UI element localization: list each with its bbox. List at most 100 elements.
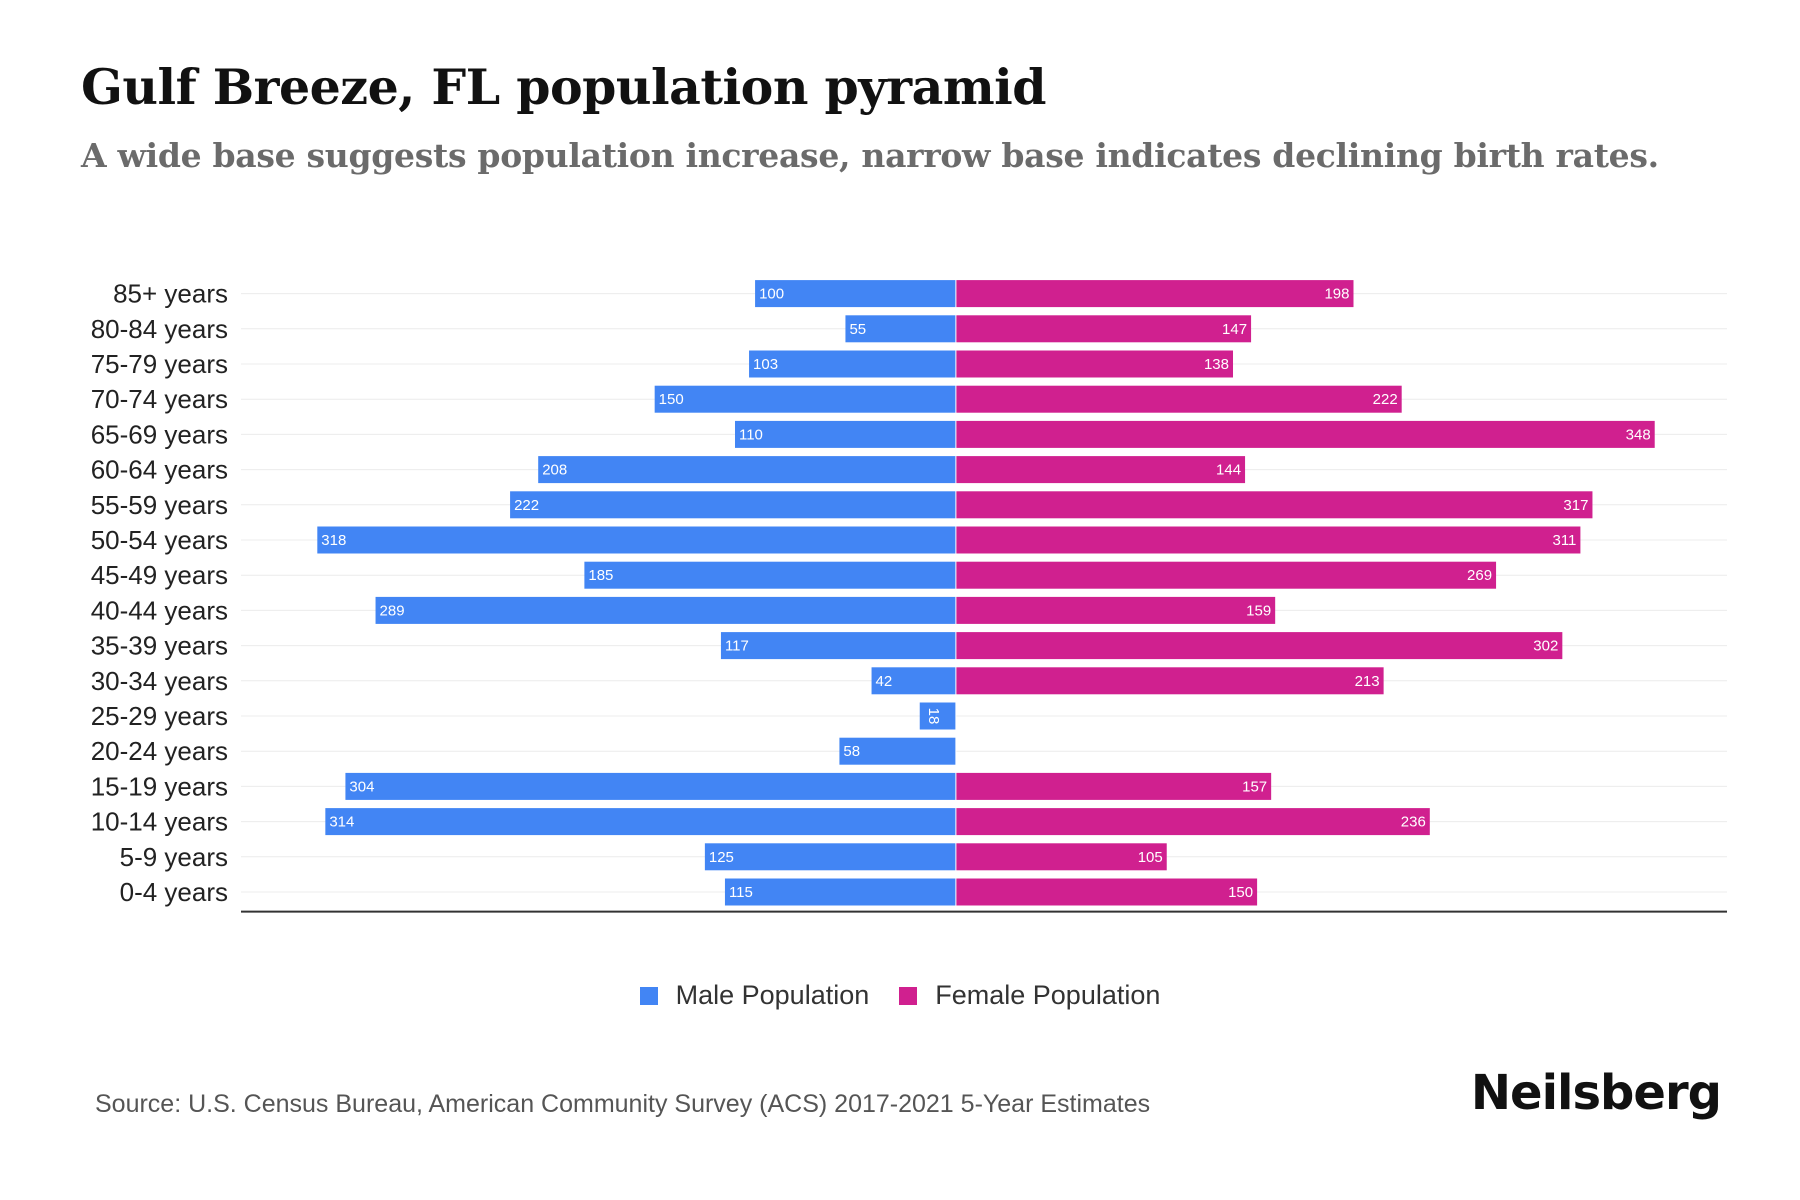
male-bar: [584, 561, 956, 589]
male-value-label: 117: [725, 638, 749, 655]
female-value-label: 138: [1204, 356, 1229, 373]
male-bar: [749, 350, 956, 378]
male-bar: [755, 280, 956, 308]
age-group-labels: 85+ years 80-84 years 75-79 years 70-74 yea…: [91, 279, 228, 907]
male-value-label: 304: [349, 778, 374, 795]
legend-item-male: Male Population: [639, 980, 870, 1011]
female-bar: [955, 491, 1593, 519]
age-group-label: 5-9 years: [120, 842, 228, 872]
male-bar: [919, 702, 956, 730]
source-note: Source: U.S. Census Bureau, American Com…: [95, 1090, 1151, 1118]
age-group-label: 75-79 years: [91, 349, 228, 379]
female-bar: [955, 315, 1252, 343]
female-bar: [955, 561, 1497, 589]
male-bar: [839, 737, 956, 765]
female-bar: [955, 772, 1272, 800]
female-bar: [955, 385, 1402, 413]
age-group-label: 60-64 years: [91, 455, 228, 485]
male-value-label: 58: [843, 743, 860, 760]
chart-subtitle: A wide base suggests population increase…: [81, 136, 1659, 175]
female-bar: [955, 667, 1384, 695]
female-bar: [955, 843, 1167, 871]
female-value-label: 222: [1373, 391, 1398, 408]
age-group-label: 35-39 years: [91, 631, 228, 661]
male-value-label: 289: [380, 602, 405, 619]
male-bar: [345, 772, 956, 800]
male-bar: [317, 526, 956, 554]
female-swatch-icon: [899, 986, 918, 1005]
population-pyramid-chart: 85+ years 80-84 years 75-79 years 70-74 yea…: [90, 276, 1727, 913]
age-group-label: 30-34 years: [91, 666, 228, 696]
age-group-label: 10-14 years: [91, 807, 228, 837]
female-bar: [955, 350, 1234, 378]
female-bar: [955, 808, 1430, 836]
male-value-label: 208: [542, 462, 567, 479]
female-bar: [955, 456, 1246, 484]
male-bar: [720, 632, 956, 660]
female-bar: [955, 632, 1563, 660]
male-bar: [375, 596, 956, 624]
grid-lines: [241, 293, 1727, 893]
female-value-label: 150: [1228, 884, 1253, 901]
male-value-label: 55: [849, 321, 866, 338]
male-swatch-icon: [639, 986, 658, 1005]
age-group-label: 65-69 years: [91, 419, 228, 449]
age-group-label: 20-24 years: [91, 736, 228, 766]
female-value-label: 144: [1216, 462, 1241, 479]
male-value-label: 115: [729, 884, 753, 901]
male-bar: [704, 843, 956, 871]
male-value-label: 110: [739, 426, 763, 443]
age-group-label: 70-74 years: [91, 384, 228, 414]
brand-logo: Neilsberg: [1470, 1065, 1722, 1121]
female-value-label: 159: [1246, 602, 1271, 619]
legend: Male Population Female Population: [0, 980, 1800, 1011]
age-group-label: 85+ years: [113, 279, 228, 309]
female-value-label: 198: [1324, 286, 1349, 303]
female-bar: [955, 280, 1354, 308]
female-value-label: 157: [1242, 778, 1267, 795]
female-value-label: 269: [1467, 567, 1492, 584]
male-value-label: 185: [588, 567, 613, 584]
age-group-label: 55-59 years: [91, 490, 228, 520]
male-value-label: 125: [709, 849, 734, 866]
age-group-label: 50-54 years: [91, 525, 228, 555]
male-bar: [734, 420, 956, 448]
female-bar: [955, 420, 1655, 448]
age-group-label: 15-19 years: [91, 771, 228, 801]
male-value-label: 150: [659, 391, 684, 408]
male-bar: [325, 808, 956, 836]
male-bar: [871, 667, 956, 695]
male-value-label: 103: [753, 356, 778, 373]
male-value-label: 314: [329, 814, 354, 831]
male-bar: [845, 315, 956, 343]
age-group-label: 25-29 years: [91, 701, 228, 731]
male-bar: [510, 491, 956, 519]
male-bar: [538, 456, 956, 484]
female-value-label: 105: [1138, 849, 1163, 866]
female-value-label: 348: [1626, 426, 1651, 443]
female-bar: [955, 526, 1581, 554]
female-value-label: 147: [1222, 321, 1247, 338]
male-value-label: 42: [876, 673, 893, 690]
female-value-label: 236: [1401, 814, 1426, 831]
legend-item-female: Female Population: [899, 980, 1160, 1011]
female-value-label: 302: [1533, 638, 1558, 655]
legend-label-female: Female Population: [935, 980, 1161, 1010]
female-value-label: 213: [1355, 673, 1380, 690]
male-value-label: 18: [925, 708, 942, 725]
chart-title: Gulf Breeze, FL population pyramid: [81, 58, 1047, 116]
female-value-label: 311: [1552, 532, 1576, 549]
age-group-label: 0-4 years: [120, 877, 228, 907]
female-value-label: 317: [1563, 497, 1588, 514]
bars: 100 198 55 147 103 138 150 222 110 348 208 144 222 31…: [317, 276, 1655, 910]
male-bar: [654, 385, 956, 413]
male-value-label: 222: [514, 497, 539, 514]
male-bar: [724, 878, 956, 906]
age-group-label: 40-44 years: [91, 595, 228, 625]
age-group-label: 45-49 years: [91, 560, 228, 590]
age-group-label: 80-84 years: [91, 314, 228, 344]
female-bar: [955, 596, 1276, 624]
male-value-label: 100: [759, 286, 784, 303]
legend-label-male: Male Population: [675, 980, 870, 1010]
male-value-label: 318: [321, 532, 346, 549]
